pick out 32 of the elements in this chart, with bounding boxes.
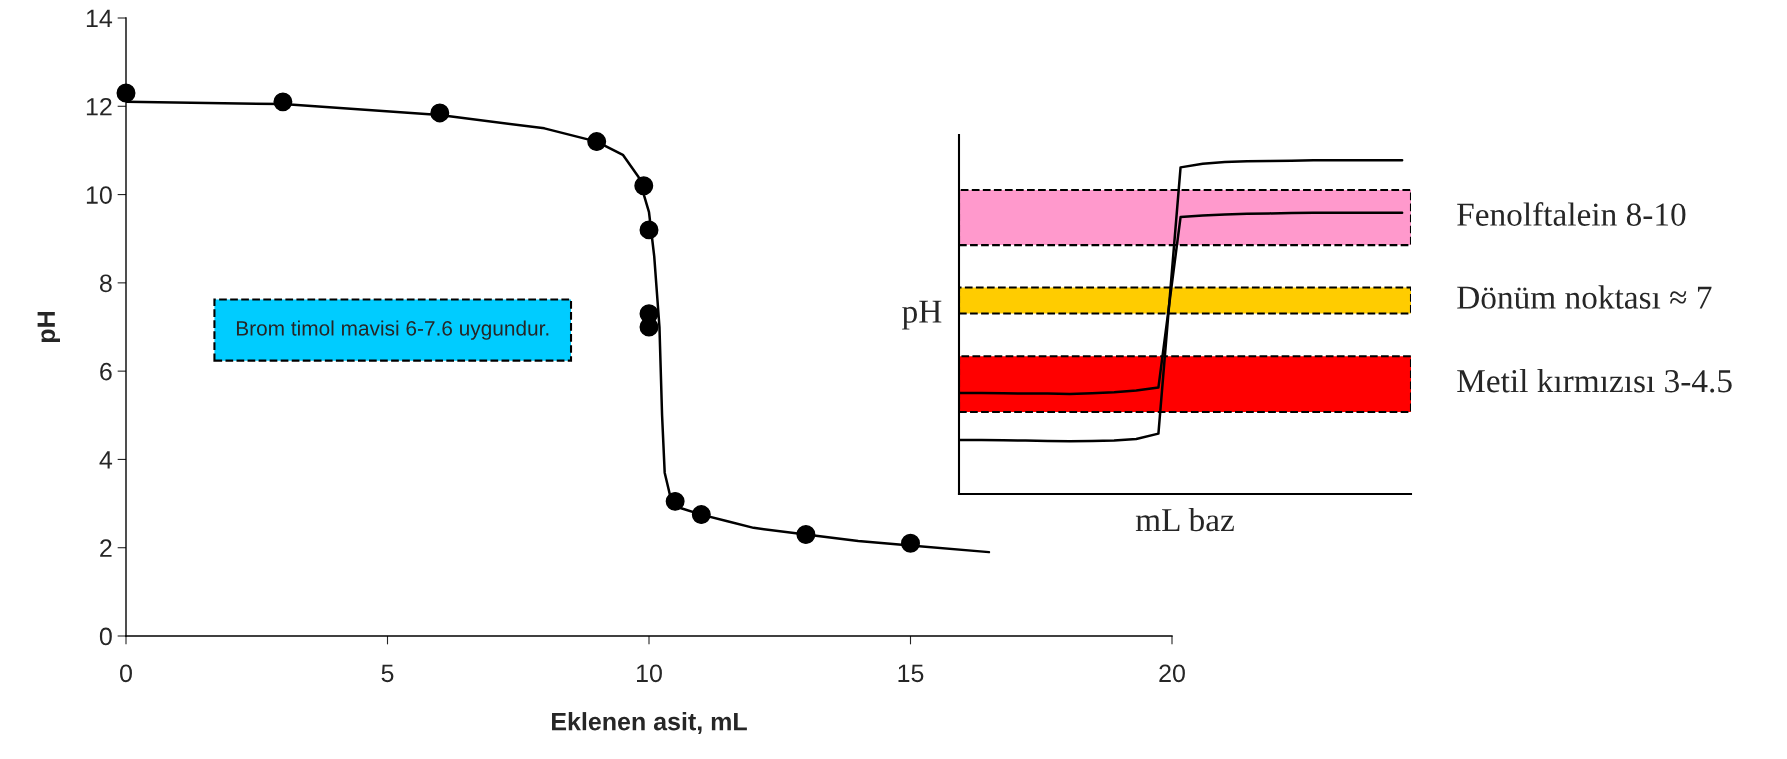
y-tick-label: 12 bbox=[86, 97, 112, 116]
y-tick-label: 6 bbox=[100, 362, 112, 381]
point bbox=[430, 103, 450, 123]
x-tick-label: 0 bbox=[120, 664, 132, 683]
band-label: Fenolftalein 8-10 bbox=[1457, 202, 1686, 226]
point bbox=[901, 533, 920, 553]
band-label: Dönüm noktası ≈ 7 bbox=[1457, 285, 1712, 309]
point bbox=[796, 524, 816, 544]
point bbox=[639, 220, 659, 240]
y-axis-title: pH bbox=[37, 312, 60, 343]
x-axis-title: Eklenen asit, mL bbox=[552, 712, 747, 735]
annotation: Brom timol mavisi 6-7.6 uygundur. bbox=[236, 320, 549, 340]
y-tick-label: 14 bbox=[86, 9, 113, 28]
x-tick-label: 10 bbox=[637, 664, 662, 683]
y-tick-label: 4 bbox=[99, 451, 113, 469]
x-axis-title: mL baz bbox=[1135, 507, 1234, 532]
point bbox=[665, 491, 685, 511]
x-tick-label: 15 bbox=[898, 664, 924, 683]
x-tick-label: 5 bbox=[381, 664, 394, 683]
point bbox=[116, 83, 136, 103]
y-tick-label: 0 bbox=[99, 627, 112, 646]
point bbox=[691, 505, 711, 525]
y-axis-title: pH bbox=[902, 300, 942, 330]
point bbox=[639, 317, 659, 337]
x-tick-label: 20 bbox=[1159, 664, 1185, 683]
band-label: Metil kırmızısı 3-4.5 bbox=[1457, 368, 1732, 393]
y-tick-label: 10 bbox=[86, 186, 112, 204]
y-tick-label: 8 bbox=[99, 274, 112, 293]
point bbox=[634, 176, 654, 196]
point bbox=[273, 92, 293, 112]
point bbox=[587, 132, 607, 152]
y-tick-label: 2 bbox=[100, 539, 112, 557]
